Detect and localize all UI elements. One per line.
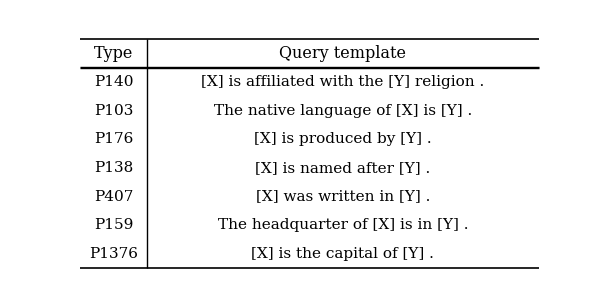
Text: P138: P138 — [94, 161, 133, 175]
Text: Type: Type — [94, 45, 133, 62]
Text: [X] is produced by [Y] .: [X] is produced by [Y] . — [254, 132, 432, 146]
Text: [X] is affiliated with the [Y] religion .: [X] is affiliated with the [Y] religion … — [201, 75, 484, 89]
Text: P159: P159 — [94, 218, 133, 232]
Text: P140: P140 — [94, 75, 133, 89]
Text: Query template: Query template — [279, 45, 406, 62]
Text: P1376: P1376 — [89, 247, 138, 261]
Text: P103: P103 — [94, 103, 133, 118]
Text: The native language of [X] is [Y] .: The native language of [X] is [Y] . — [214, 103, 472, 118]
Text: The headquarter of [X] is in [Y] .: The headquarter of [X] is in [Y] . — [217, 218, 468, 232]
Text: [X] is the capital of [Y] .: [X] is the capital of [Y] . — [251, 247, 434, 261]
Text: P176: P176 — [94, 132, 133, 146]
Text: P407: P407 — [94, 189, 133, 204]
Text: [X] was written in [Y] .: [X] was written in [Y] . — [255, 189, 430, 204]
Text: [X] is named after [Y] .: [X] is named after [Y] . — [255, 161, 431, 175]
